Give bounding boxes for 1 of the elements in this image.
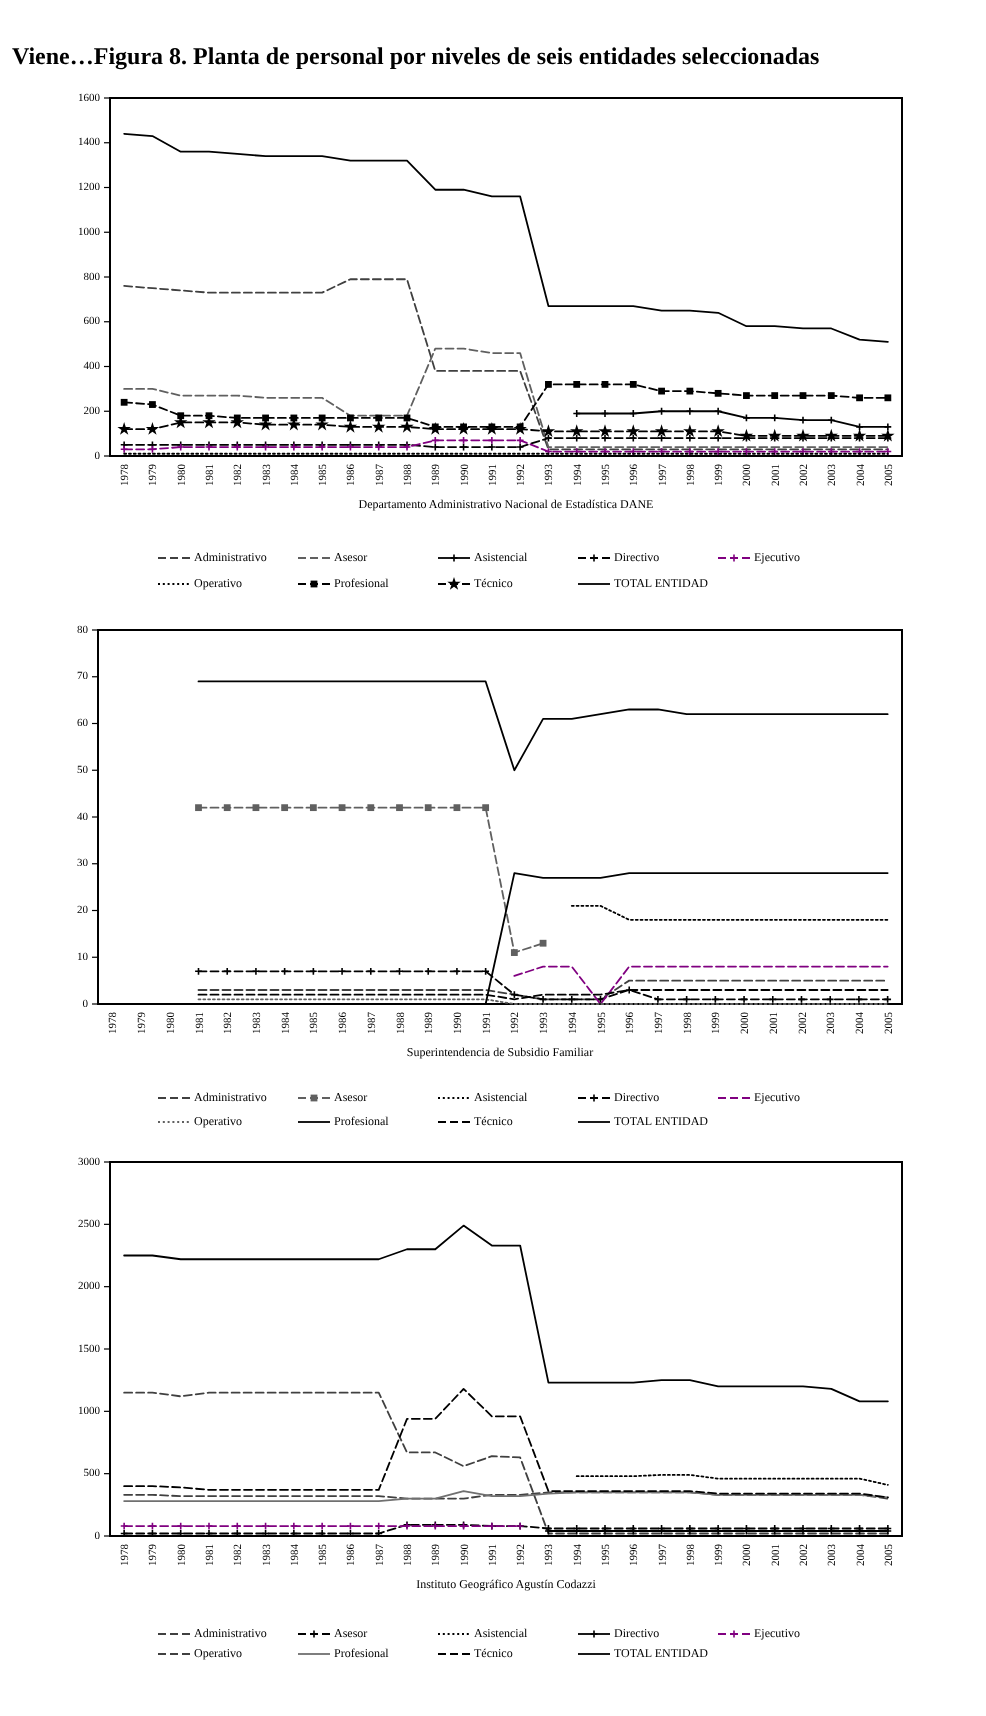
chart-title: Viene…Figura 8. Planta de personal por niveles de seis entidades seleccionadas — [12, 42, 820, 70]
